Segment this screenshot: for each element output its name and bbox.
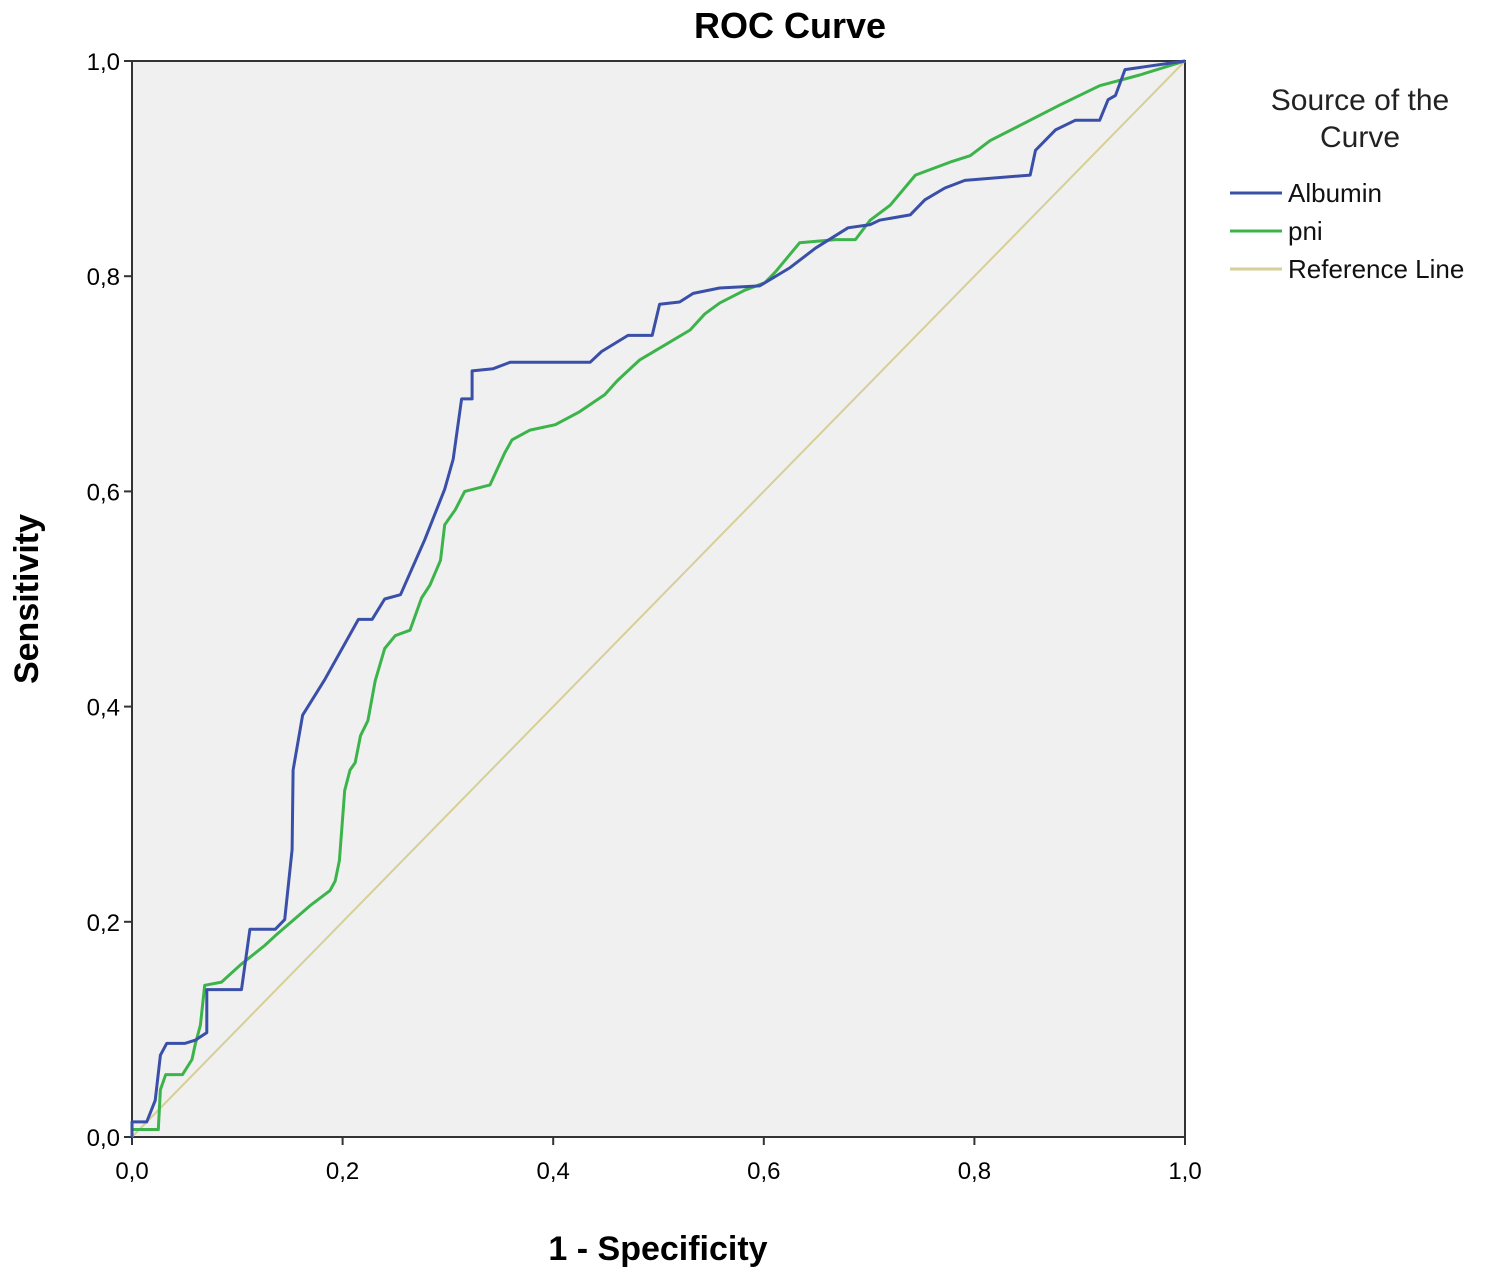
legend-title-line2: Curve (1320, 121, 1400, 154)
x-axis: 0,0 0,2 0,4 0,6 0,8 1,0 (115, 1137, 1202, 1185)
legend-label: pni (1288, 216, 1323, 246)
x-tick-label: 0,2 (326, 1158, 359, 1185)
y-tick-label: 0,4 (87, 695, 120, 722)
series-line-reference-line (131, 60, 1186, 1138)
y-tick-label: 0,0 (87, 1125, 120, 1152)
y-tick-label: 0,8 (87, 264, 120, 291)
legend-label: Reference Line (1288, 254, 1464, 284)
y-axis: 0,0 0,2 0,4 0,6 0,8 1,0 (87, 49, 132, 1152)
legend: Source of the Curve Albumin pni Reference … (1230, 84, 1464, 284)
x-tick-label: 0,0 (115, 1158, 148, 1185)
x-axis-label: 1 - Specificity (548, 1230, 767, 1268)
legend-label: Albumin (1288, 178, 1382, 208)
x-tick-label: 1,0 (1168, 1158, 1201, 1185)
legend-title-line1: Source of the (1271, 84, 1449, 117)
y-tick-label: 1,0 (87, 49, 120, 76)
x-tick-label: 0,4 (537, 1158, 570, 1185)
chart-title: ROC Curve (694, 5, 886, 46)
y-tick-label: 0,6 (87, 479, 120, 506)
y-axis-label: Sensitivity (8, 514, 46, 684)
x-tick-label: 0,8 (958, 1158, 991, 1185)
series-lines (130, 59, 1186, 1138)
series-line-albumin (130, 59, 1186, 1137)
x-tick-label: 0,6 (747, 1158, 780, 1185)
y-tick-label: 0,2 (87, 910, 120, 937)
